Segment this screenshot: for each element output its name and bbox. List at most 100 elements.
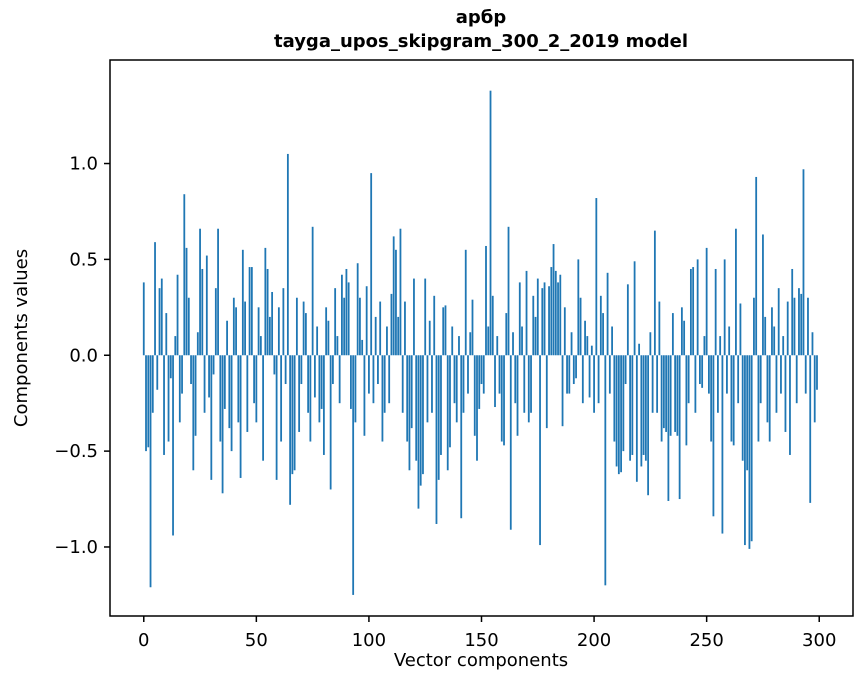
bar-component-260 (728, 326, 731, 356)
bar-component-60 (277, 307, 280, 356)
bar-component-21 (190, 355, 192, 385)
bar-component-134 (444, 305, 447, 356)
bar-component-1 (145, 355, 147, 452)
bar-component-255 (717, 355, 719, 413)
bar-component-194 (579, 297, 582, 356)
bar-component-281 (775, 355, 778, 413)
bar-component-96 (359, 297, 361, 356)
bar-component-27 (203, 355, 206, 413)
bar-component-9 (163, 355, 165, 455)
y-tick-label-0.5: 0.5 (69, 249, 98, 270)
bar-component-172 (530, 355, 532, 413)
bar-component-210 (615, 355, 618, 467)
y-axis-label: Components values (11, 249, 32, 427)
bar-component-242 (687, 355, 690, 404)
bar-component-182 (552, 244, 555, 356)
y-axis-ticks: −1.0 −0.5 0.0 0.5 1.0 (54, 154, 110, 558)
bar-component-158 (498, 355, 501, 394)
bar-component-132 (440, 355, 442, 455)
bar-component-39 (230, 355, 233, 452)
bar-component-98 (363, 355, 366, 436)
bar-component-209 (613, 355, 616, 442)
bar-component-19 (185, 247, 188, 356)
bar-component-257 (721, 355, 724, 534)
bar-component-95 (356, 263, 359, 356)
bar-component-53 (262, 355, 264, 461)
bar-component-149 (478, 355, 481, 409)
bar-component-288 (791, 268, 794, 356)
bar-component-104 (377, 355, 379, 385)
bar-component-195 (581, 355, 584, 404)
bar-component-245 (694, 355, 697, 413)
bar-component-221 (640, 355, 643, 467)
bar-component-99 (365, 286, 368, 356)
bar-component-259 (726, 355, 728, 394)
bar-component-57 (271, 291, 274, 356)
bar-component-253 (712, 355, 715, 517)
bar-component-17 (181, 355, 183, 394)
bar-component-202 (597, 355, 600, 404)
bar-component-197 (586, 336, 589, 356)
bar-component-232 (665, 355, 668, 432)
bar-component-111 (392, 236, 395, 356)
bar-component-110 (390, 293, 393, 356)
bar-component-67 (293, 355, 296, 471)
bar-component-114 (399, 228, 402, 356)
bar-component-8 (160, 278, 163, 356)
bar-component-294 (804, 355, 807, 394)
bar-component-191 (572, 355, 575, 385)
bar-component-61 (280, 355, 283, 442)
bar-component-25 (199, 228, 201, 356)
bar-component-219 (635, 355, 638, 482)
bar-component-243 (689, 268, 692, 356)
bar-component-268 (746, 355, 749, 471)
bar-component-161 (505, 313, 508, 356)
bar-component-252 (710, 355, 713, 442)
bar-component-87 (338, 355, 341, 404)
bar-component-51 (257, 307, 260, 356)
bar-component-48 (250, 267, 253, 356)
bar-component-285 (784, 355, 787, 432)
bar-component-12 (169, 355, 172, 379)
bar-component-102 (372, 355, 375, 404)
bar-component-109 (388, 355, 391, 404)
bar-component-160 (503, 355, 505, 446)
bar-component-142 (462, 355, 465, 413)
bar-component-47 (248, 267, 251, 356)
bar-component-267 (744, 355, 746, 546)
bar-component-123 (419, 355, 422, 486)
bar-component-22 (192, 355, 195, 471)
bar-component-130 (435, 355, 438, 524)
bar-component-63 (284, 355, 287, 385)
bar-component-45 (244, 301, 246, 356)
bar-component-71 (302, 301, 305, 356)
bar-component-258 (723, 259, 726, 356)
bar-component-125 (424, 278, 427, 356)
bar-component-247 (699, 355, 701, 385)
bar-component-217 (631, 355, 634, 455)
bar-component-212 (620, 355, 622, 473)
bar-component-226 (651, 355, 654, 413)
bar-component-131 (437, 355, 440, 480)
bar-component-254 (714, 268, 717, 356)
bar-component-262 (732, 355, 735, 446)
bar-component-82 (327, 320, 330, 356)
x-tick-label-50: 50 (245, 630, 268, 651)
bar-component-188 (566, 355, 568, 394)
bar-component-4 (151, 355, 154, 413)
bar-component-80 (322, 355, 325, 455)
bar-component-177 (541, 288, 544, 356)
x-tick-label-300: 300 (802, 630, 836, 651)
bar-component-97 (361, 339, 364, 356)
bar-component-220 (638, 343, 641, 356)
bar-component-55 (266, 268, 269, 356)
bar-component-121 (415, 355, 418, 461)
x-tick-label-150: 150 (464, 630, 498, 651)
bar-component-20 (187, 297, 190, 356)
bar-component-35 (221, 355, 224, 494)
bar-component-2 (147, 355, 150, 448)
bar-component-69 (298, 355, 301, 432)
bar-component-298 (813, 355, 816, 423)
bar-component-277 (766, 355, 769, 423)
bar-component-180 (548, 286, 550, 356)
